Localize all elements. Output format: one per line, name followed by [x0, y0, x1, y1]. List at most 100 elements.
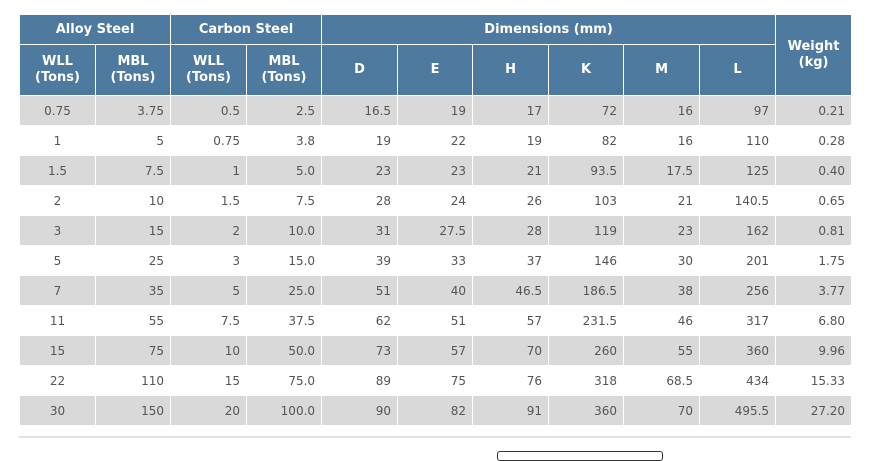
table-cell: 162: [699, 215, 777, 246]
shackle-specification-table: Alloy Steel Carbon Steel Dimensions (mm)…: [18, 14, 853, 425]
table-cell: 25.0: [246, 275, 323, 306]
table-cell: 110: [699, 125, 777, 156]
table-cell: 100.0: [246, 395, 323, 425]
column-header: MBL (Tons): [246, 44, 323, 96]
table-cell: 55: [94, 305, 172, 336]
table-cell: 75: [397, 365, 474, 396]
table-cell: 317: [699, 305, 777, 336]
table-header: Alloy Steel Carbon Steel Dimensions (mm)…: [18, 14, 853, 96]
column-header-line1: D: [354, 62, 365, 77]
table-cell: 110: [94, 365, 172, 396]
table-cell: 360: [699, 335, 777, 366]
table-body: 0.75 3.75 0.5 2.5 16.5 19 17 72 16 97 0.21 1 5 0.75 3.…: [19, 95, 853, 425]
table-row: 11 55 7.5 37.5 62 51 57 231.5 46 317 6.80: [19, 305, 853, 336]
table-row: 15 75 10 50.0 73 57 70 260 55 360 9.96: [19, 335, 853, 366]
table-cell: 0.81: [775, 215, 853, 246]
table-row: 1.5 7.5 1 5.0 23 23 21 93.5 17.5 125 0.40: [19, 155, 853, 186]
table-cell: 16: [623, 125, 701, 156]
column-header-line1: WLL: [42, 54, 73, 69]
weight-header-line1: Weight: [787, 39, 840, 54]
table-cell: 22: [19, 365, 96, 396]
table-cell: 260: [548, 335, 625, 366]
table-cell: 7.5: [170, 305, 248, 336]
table-cell: 6.80: [775, 305, 853, 336]
column-header: MBL (Tons): [94, 44, 172, 96]
table-cell: 256: [699, 275, 777, 306]
table-row: 3 15 2 10.0 31 27.5 28 119 23 162 0.81: [19, 215, 853, 246]
table-cell: 46: [623, 305, 701, 336]
specification-table-container: Alloy Steel Carbon Steel Dimensions (mm)…: [18, 14, 853, 425]
table-cell: 25: [94, 245, 172, 276]
table-cell: 3: [19, 215, 96, 246]
column-header-line1: MBL: [268, 54, 300, 69]
table-cell: 19: [321, 125, 399, 156]
table-cell: 5.0: [246, 155, 323, 186]
alloy-steel-header: Alloy Steel: [18, 14, 172, 45]
table-cell: 37: [472, 245, 550, 276]
table-cell: 23: [397, 155, 474, 186]
table-cell: 82: [548, 125, 625, 156]
table-cell: 10: [94, 185, 172, 216]
column-header: K: [548, 44, 625, 96]
table-cell: 201: [699, 245, 777, 276]
table-cell: 10: [170, 335, 248, 366]
table-cell: 51: [321, 275, 399, 306]
table-cell: 40: [397, 275, 474, 306]
table-cell: 46.5: [472, 275, 550, 306]
table-cell: 30: [623, 245, 701, 276]
column-header: M: [623, 44, 701, 96]
table-cell: 231.5: [548, 305, 625, 336]
table-cell: 0.75: [19, 95, 96, 126]
column-header: H: [472, 44, 550, 96]
table-cell: 0.65: [775, 185, 853, 216]
table-cell: 3: [170, 245, 248, 276]
weight-header-line2: (kg): [798, 55, 829, 70]
column-header-line2: (Tons): [35, 70, 80, 85]
table-cell: 1.75: [775, 245, 853, 276]
table-cell: 103: [548, 185, 625, 216]
table-cell: 38: [623, 275, 701, 306]
table-cell: 0.75: [170, 125, 248, 156]
sub-header-row: WLL (Tons) MBL (Tons) WLL (Tons) MBL (Tons) D E H K…: [19, 44, 852, 96]
table-cell: 28: [321, 185, 399, 216]
table-row: 2 10 1.5 7.5 28 24 26 103 21 140.5 0.65: [19, 185, 853, 216]
table-cell: 27.5: [397, 215, 474, 246]
table-cell: 31: [321, 215, 399, 246]
table-row: 5 25 3 15.0 39 33 37 146 30 201 1.75: [19, 245, 853, 276]
table-cell: 1.5: [170, 185, 248, 216]
table-cell: 7: [19, 275, 96, 306]
table-cell: 16: [623, 95, 701, 126]
table-cell: 37.5: [246, 305, 323, 336]
table-cell: 93.5: [548, 155, 625, 186]
carbon-steel-header: Carbon Steel: [170, 14, 323, 45]
table-cell: 75: [94, 335, 172, 366]
bottom-divider: [19, 436, 851, 438]
table-cell: 146: [548, 245, 625, 276]
table-cell: 28: [472, 215, 550, 246]
column-header-line1: MBL: [117, 54, 149, 69]
column-header: WLL (Tons): [19, 44, 96, 96]
column-header: E: [397, 44, 474, 96]
table-row: 1 5 0.75 3.8 19 22 19 82 16 110 0.28: [19, 125, 853, 156]
table-cell: 73: [321, 335, 399, 366]
table-cell: 62: [321, 305, 399, 336]
group-header-row: Alloy Steel Carbon Steel Dimensions (mm)…: [18, 14, 853, 96]
table-cell: 19: [472, 125, 550, 156]
table-cell: 186.5: [548, 275, 625, 306]
table-cell: 70: [623, 395, 701, 425]
table-cell: 76: [472, 365, 550, 396]
bottom-button[interactable]: [497, 451, 663, 461]
table-cell: 10.0: [246, 215, 323, 246]
column-header-line2: (Tons): [186, 70, 231, 85]
table-cell: 0.40: [775, 155, 853, 186]
table-cell: 21: [472, 155, 550, 186]
table-cell: 2: [19, 185, 96, 216]
table-cell: 17.5: [623, 155, 701, 186]
table-cell: 3.75: [94, 95, 172, 126]
table-cell: 72: [548, 95, 625, 126]
table-cell: 23: [321, 155, 399, 186]
table-cell: 82: [397, 395, 474, 425]
table-cell: 2: [170, 215, 248, 246]
table-cell: 91: [472, 395, 550, 425]
table-cell: 150: [94, 395, 172, 425]
